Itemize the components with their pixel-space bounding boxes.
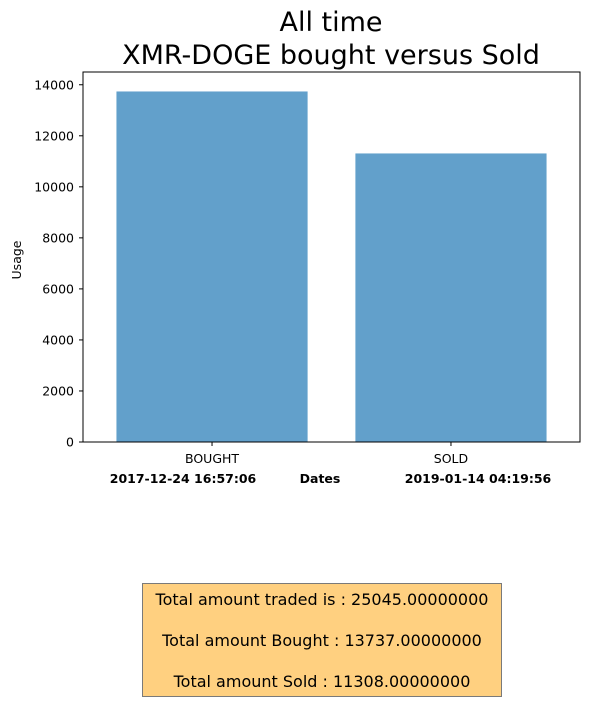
total-bought-text: Total amount Bought : 13737.00000000 xyxy=(162,631,482,650)
y-tick-label: 12000 xyxy=(34,128,74,143)
x-axis-ticks: BOUGHT SOLD xyxy=(185,442,468,466)
y-tick-label: 10000 xyxy=(34,179,74,194)
x-tick-label: BOUGHT xyxy=(185,451,239,466)
end-date-label: 2019-01-14 04:19:56 xyxy=(405,471,552,486)
start-date-label: 2017-12-24 16:57:06 xyxy=(110,471,257,486)
total-sold-text: Total amount Sold : 11308.00000000 xyxy=(173,672,471,691)
y-axis-label: Usage xyxy=(9,240,24,279)
plot-frame xyxy=(82,71,581,443)
bar-chart: All time XMR-DOGE bought versus Sold 0 20… xyxy=(9,7,581,486)
y-tick-label: 4000 xyxy=(42,332,74,347)
chart-title-line-2: XMR-DOGE bought versus Sold xyxy=(122,40,540,71)
y-tick-label: 6000 xyxy=(42,281,74,296)
summary-box: Total amount traded is : 25045.00000000 … xyxy=(142,583,502,697)
y-tick-label: 14000 xyxy=(34,77,74,92)
bar-bought xyxy=(116,91,308,442)
y-tick-label: 2000 xyxy=(42,383,74,398)
x-axis-label: Dates xyxy=(300,471,341,486)
y-tick-label: 8000 xyxy=(42,230,74,245)
y-axis-ticks: 0 2000 4000 6000 8000 10000 12000 14000 xyxy=(34,77,83,450)
bar-sold xyxy=(355,153,547,442)
bars-group xyxy=(116,91,547,442)
chart-title-line-1: All time xyxy=(279,7,382,38)
x-tick-label: SOLD xyxy=(434,451,468,466)
total-traded-text: Total amount traded is : 25045.00000000 xyxy=(155,590,489,609)
y-tick-label: 0 xyxy=(66,435,74,450)
